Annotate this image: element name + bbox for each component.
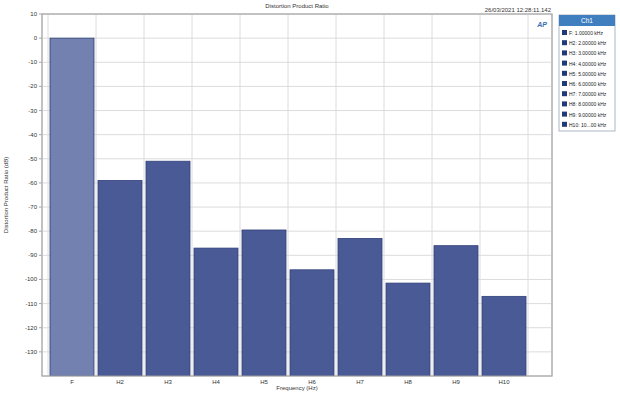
legend-swatch <box>562 40 567 45</box>
tick-mark <box>39 255 42 256</box>
grid-line-vertical <box>528 14 529 376</box>
bar <box>434 246 478 376</box>
y-tick-label: -80 <box>28 228 37 234</box>
x-tick-label: H10 <box>498 379 510 385</box>
tick-mark <box>39 231 42 232</box>
x-tick-label: H8 <box>404 379 412 385</box>
plot-area <box>42 14 552 376</box>
legend-swatch <box>562 101 567 106</box>
x-tick-label: H7 <box>356 379 364 385</box>
tick-mark <box>39 134 42 135</box>
grid-line <box>42 134 552 135</box>
legend-swatch <box>562 81 567 86</box>
legend-swatch <box>562 122 567 127</box>
legend-entry: H2: 2.00000 kHz <box>569 40 607 46</box>
grid-line <box>42 62 552 63</box>
grid-line-vertical <box>288 14 289 376</box>
legend-entry: H4: 4.00000 kHz <box>569 61 607 67</box>
tick-mark <box>39 62 42 63</box>
legend-entry: H3: 3.00000 kHz <box>569 50 607 56</box>
legend-swatch <box>562 91 567 96</box>
y-tick-label: -20 <box>28 83 37 89</box>
chart: 10 0 -10 -20 -30 -40 -50 -60 -70 -80 -90 -100 -110 -1… <box>0 0 620 393</box>
legend-entry: F: 1.00000 kHz <box>569 30 603 36</box>
grid-line-vertical <box>432 14 433 376</box>
tick-mark <box>39 327 42 328</box>
bar <box>146 161 190 376</box>
grid-line <box>42 86 552 87</box>
tick-mark <box>39 279 42 280</box>
legend-entry: H5: 5.00000 kHz <box>569 71 607 77</box>
grid-line-vertical <box>192 14 193 376</box>
legend-entry: H8: 8.00000 kHz <box>569 101 607 107</box>
grid-line-vertical <box>384 14 385 376</box>
title: Distortion Product Ratio <box>265 3 329 9</box>
grid-line-vertical <box>96 14 97 376</box>
x-tick-label: H9 <box>452 379 460 385</box>
bar <box>194 248 238 376</box>
legend-entry: H6: 6.00000 kHz <box>569 81 607 87</box>
y-tick-label: -40 <box>28 132 37 138</box>
tick-mark <box>39 182 42 183</box>
tick-mark <box>39 207 42 208</box>
legend-swatch <box>562 61 567 66</box>
legend-swatch <box>562 71 567 76</box>
logo: AP <box>536 21 547 28</box>
y-tick-label: -120 <box>25 325 38 331</box>
legend-swatch <box>562 50 567 55</box>
legend-swatch <box>562 112 567 117</box>
bar <box>290 270 334 376</box>
bar <box>98 181 142 376</box>
grid-line-vertical <box>336 14 337 376</box>
tick-mark <box>39 110 42 111</box>
tick-mark <box>39 158 42 159</box>
timestamp: 26/03/2021 12:28:11.142 <box>485 7 552 13</box>
legend-swatch <box>562 30 567 35</box>
plot-frame <box>42 14 552 376</box>
tick-mark <box>39 86 42 87</box>
y-tick-label: -130 <box>25 349 38 355</box>
y-axis-label: Distortion Product Ratio (dB) <box>3 157 9 233</box>
y-tick-label: -100 <box>25 276 38 282</box>
x-tick-label: H2 <box>116 379 124 385</box>
tick-mark <box>39 303 42 304</box>
grid-line <box>42 38 552 39</box>
bar <box>482 296 526 376</box>
legend-entry: H10: 10...00 kHz <box>569 122 607 128</box>
legend-title: Ch1 <box>581 17 593 24</box>
bars <box>50 38 526 376</box>
legend-header <box>559 15 615 26</box>
bar <box>50 38 94 376</box>
background <box>0 0 620 393</box>
legend-panel <box>559 15 615 131</box>
y-tick-label: -10 <box>28 59 37 65</box>
x-tick-label: H5 <box>260 379 268 385</box>
y-tick-label: -60 <box>28 180 37 186</box>
bar <box>338 238 382 376</box>
tick-mark <box>39 351 42 352</box>
y-tick-label: -70 <box>28 204 37 210</box>
grid-line-vertical <box>480 14 481 376</box>
x-tick-label: F <box>70 379 74 385</box>
y-tick-label: 0 <box>34 35 38 41</box>
tick-mark <box>39 38 42 39</box>
legend-entry: H9: 9.00000 kHz <box>569 112 607 118</box>
y-tick-label: -30 <box>28 108 37 114</box>
y-tick-label: -110 <box>25 301 37 307</box>
grid-line-vertical <box>240 14 241 376</box>
grid-line-vertical <box>48 14 49 376</box>
x-axis-label: Frequency (Hz) <box>276 385 317 391</box>
y-tick-label: -50 <box>28 156 37 162</box>
x-tick-label: H4 <box>212 379 220 385</box>
grid-line-vertical <box>144 14 145 376</box>
legend-entry: H7: 7.00000 kHz <box>569 91 607 97</box>
grid-line <box>42 158 552 159</box>
y-tick-label: -90 <box>28 252 37 258</box>
x-tick-label: H3 <box>164 379 172 385</box>
grid-line <box>42 110 552 111</box>
tick-mark <box>39 14 42 15</box>
bar <box>386 283 430 376</box>
y-tick-label: 10 <box>30 11 37 17</box>
bar <box>242 230 286 376</box>
